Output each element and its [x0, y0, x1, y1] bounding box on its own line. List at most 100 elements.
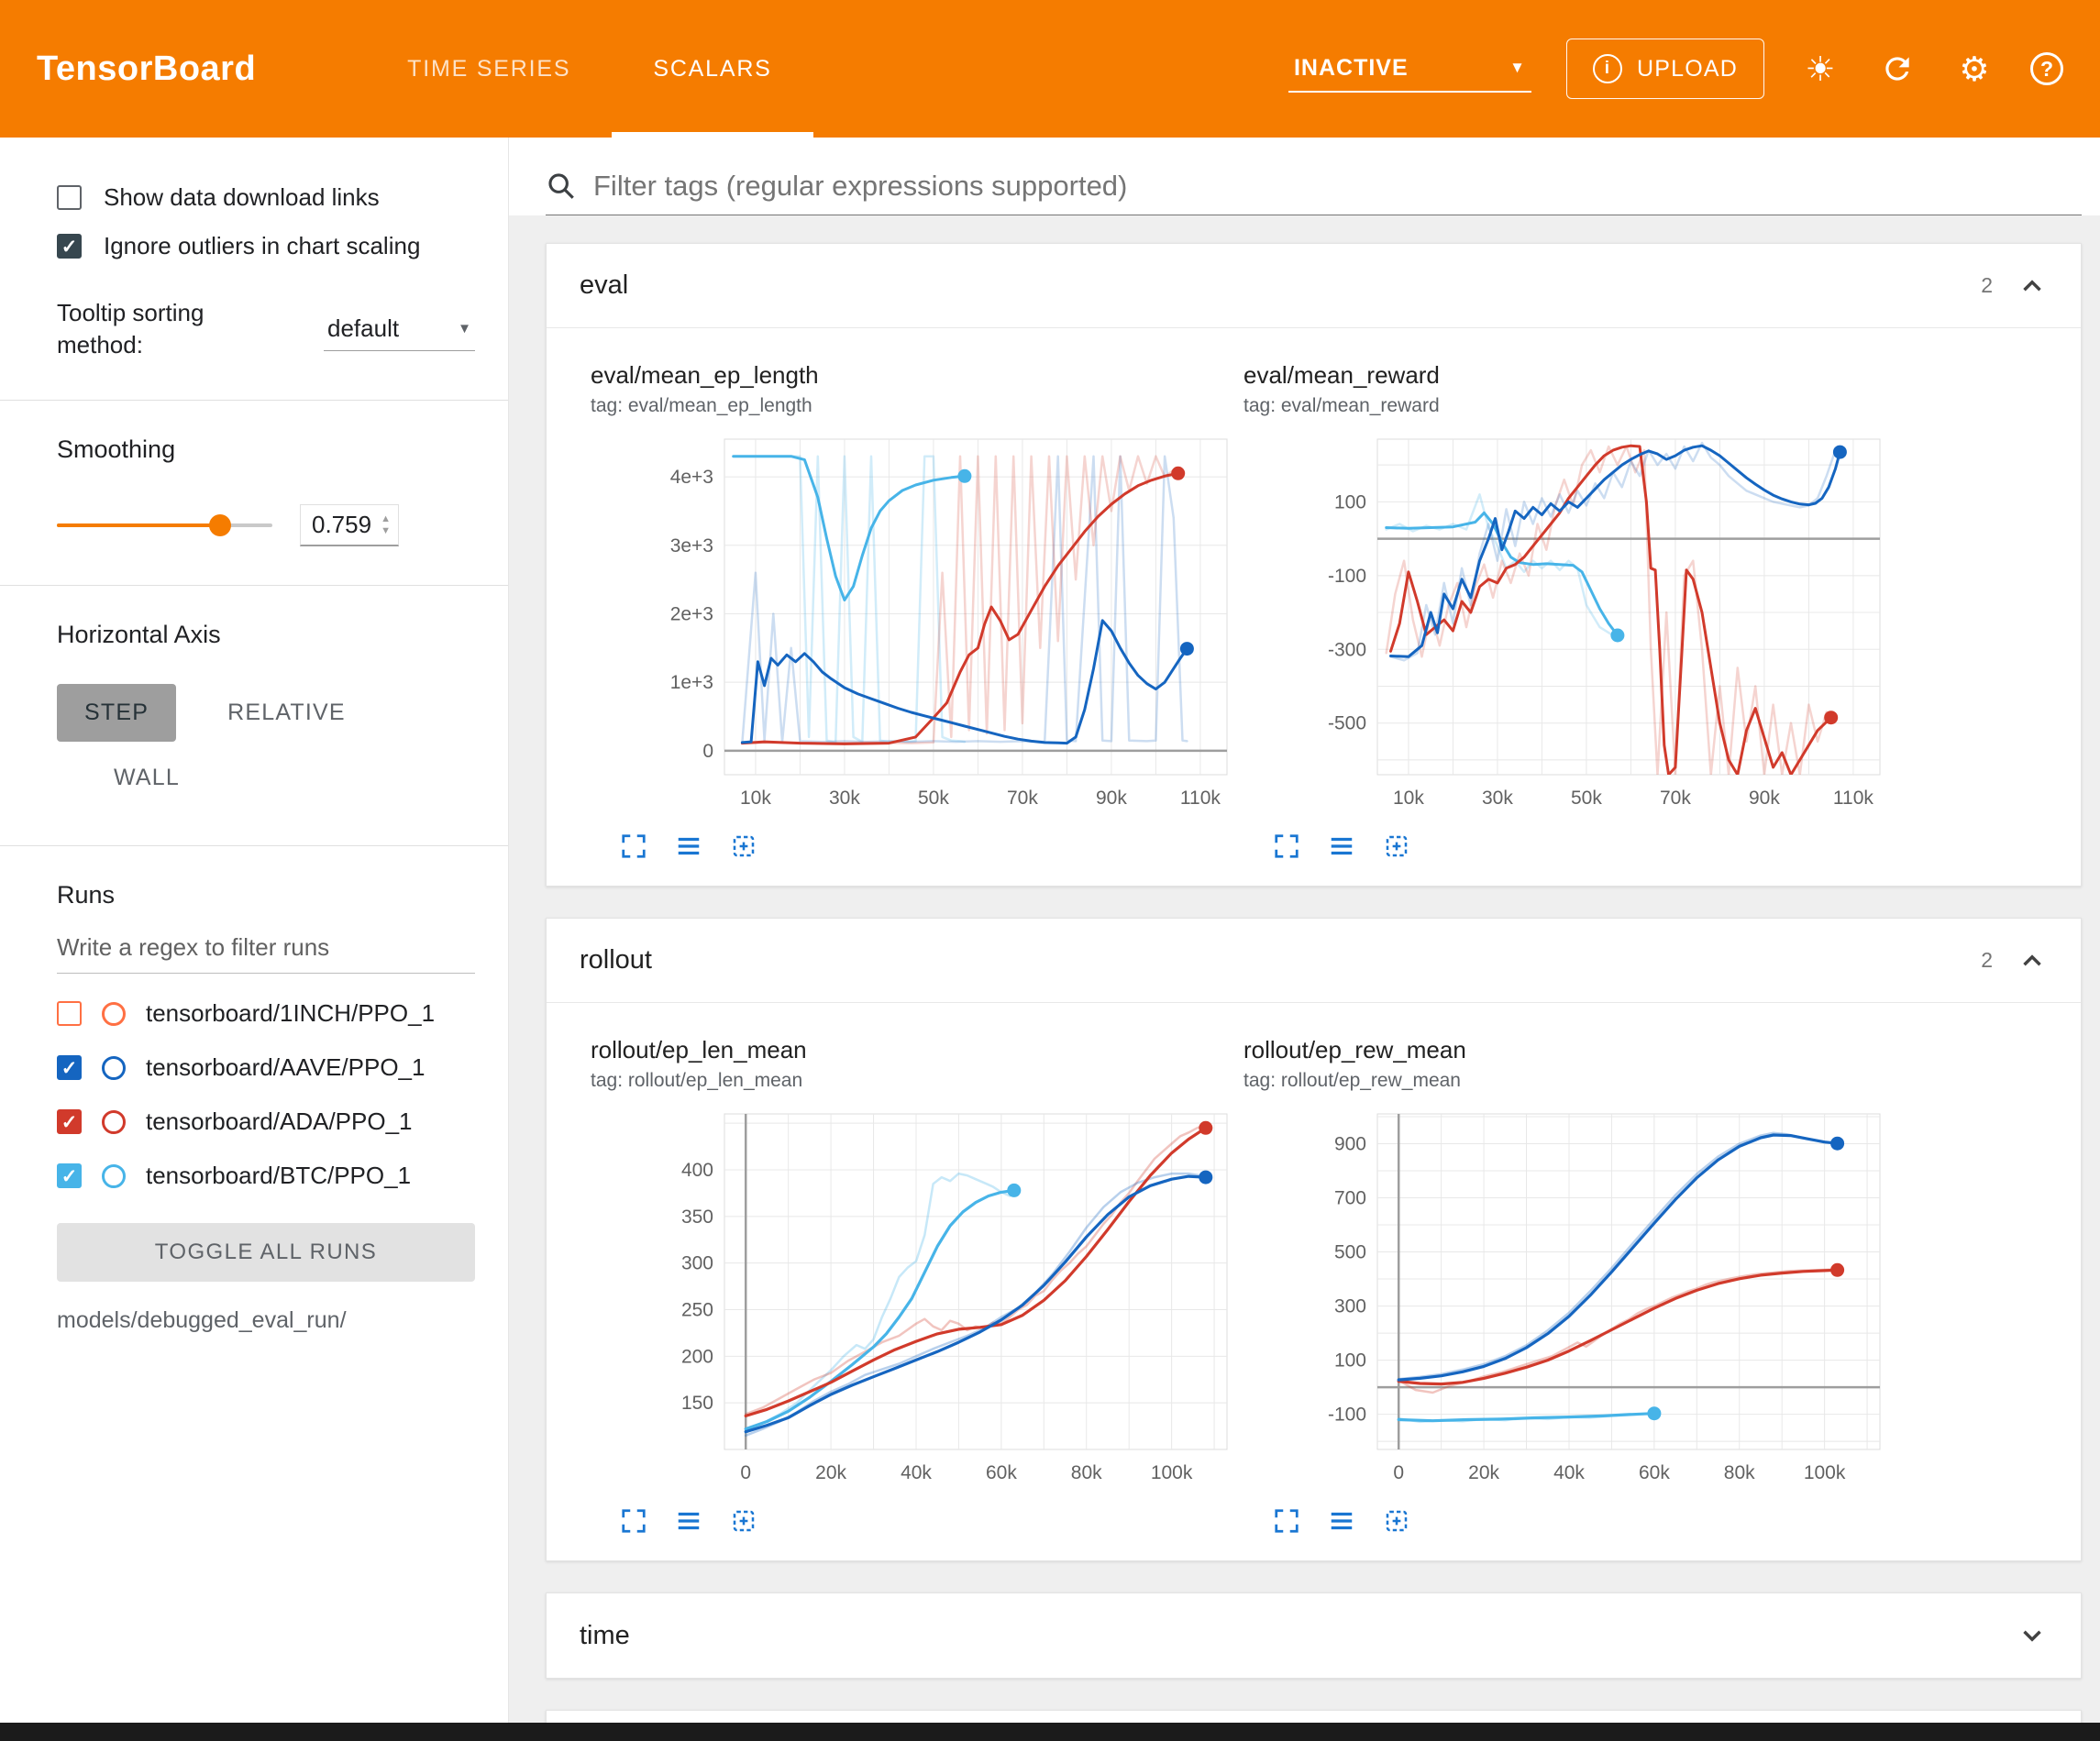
dropdown-arrow-icon: ▼	[1509, 59, 1526, 76]
run-checkbox[interactable]	[57, 1055, 82, 1081]
data-table-icon[interactable]	[675, 832, 702, 860]
svg-text:80k: 80k	[1724, 1462, 1755, 1483]
svg-text:20k: 20k	[815, 1462, 846, 1483]
runs-base-path: models/debugged_eval_run/	[57, 1307, 347, 1334]
expand-chart-icon[interactable]	[620, 832, 647, 860]
runs-list: tensorboard/1INCH/PPO_1 tensorboard/AAVE/…	[57, 999, 475, 1190]
tag-filter-bar	[546, 169, 2082, 215]
time-section: time	[546, 1592, 2082, 1679]
run-label: tensorboard/BTC/PPO_1	[146, 1162, 412, 1190]
dashboard-main: eval 2 eval/mean_ep_length tag: eval/mean…	[509, 138, 2100, 1723]
data-table-icon[interactable]	[675, 1507, 702, 1535]
series-end-marker	[1007, 1183, 1022, 1197]
chevron-up-icon[interactable]	[2017, 270, 2048, 302]
divider	[0, 845, 508, 847]
fit-domain-icon[interactable]	[730, 1507, 757, 1535]
run-checkbox[interactable]	[57, 1001, 82, 1027]
dark-mode-icon[interactable]: ☀	[1805, 50, 1836, 88]
status-dropdown[interactable]: INACTIVE ▼	[1288, 46, 1531, 93]
svg-text:100k: 100k	[1804, 1462, 1846, 1483]
run-row[interactable]: tensorboard/AAVE/PPO_1	[57, 1053, 475, 1082]
svg-text:4e+3: 4e+3	[670, 467, 713, 488]
chart-canvas[interactable]: 0 20k 40k 60k 80k 100k -100 100 300 500 700 900	[1240, 1101, 1891, 1495]
expand-chart-icon[interactable]	[620, 1507, 647, 1535]
svg-text:-100: -100	[1328, 566, 1366, 587]
smoothing-value: 0.759	[312, 511, 372, 539]
svg-text:300: 300	[1334, 1296, 1366, 1317]
fit-domain-icon[interactable]	[730, 832, 757, 860]
show-download-links-checkbox[interactable]	[57, 185, 82, 210]
chart-canvas[interactable]: 0 20k 40k 60k 80k 100k 150 200 250 300 350 400	[587, 1101, 1238, 1495]
main-tabs: TIME SERIES SCALARS	[366, 0, 812, 138]
run-color-circle	[102, 1055, 126, 1080]
svg-text:-300: -300	[1328, 639, 1366, 660]
axis-step-button[interactable]: STEP	[57, 684, 177, 743]
upload-button[interactable]: i UPLOAD	[1565, 39, 1764, 99]
chevron-down-icon[interactable]	[2017, 1620, 2048, 1651]
expand-chart-icon[interactable]	[1273, 832, 1300, 860]
ignore-outliers-checkbox[interactable]	[57, 234, 82, 259]
tag-filter-input[interactable]	[591, 169, 2082, 204]
runs-filter-input[interactable]	[57, 922, 475, 975]
eval-section-header[interactable]: eval 2	[547, 244, 2081, 328]
divider	[0, 585, 508, 587]
ignore-outliers-row[interactable]: Ignore outliers in chart scaling	[57, 232, 475, 260]
axis-wall-button[interactable]: WALL	[86, 749, 207, 807]
svg-text:150: 150	[681, 1393, 713, 1414]
smoothing-row: 0.759 ▲ ▼	[57, 504, 475, 547]
chart-canvas[interactable]: 10k 30k 50k 70k 90k 110k 0 1e+3 2e+3 3e+3 4e+3	[587, 426, 1238, 821]
data-table-icon[interactable]	[1328, 1507, 1355, 1535]
series-end-marker	[1830, 1262, 1845, 1277]
svg-text:100: 100	[1334, 1350, 1366, 1372]
series-end-marker	[1832, 445, 1847, 459]
run-row[interactable]: tensorboard/BTC/PPO_1	[57, 1162, 475, 1190]
fit-domain-icon[interactable]	[1383, 1507, 1410, 1535]
tooltip-sorting-select[interactable]: default ▼	[324, 307, 475, 352]
rollout-section-header[interactable]: rollout 2	[547, 919, 2081, 1003]
help-icon[interactable]: ?	[2030, 52, 2063, 85]
smoothing-input[interactable]: 0.759 ▲ ▼	[300, 504, 399, 547]
expand-chart-icon[interactable]	[1273, 1507, 1300, 1535]
svg-text:40k: 40k	[901, 1462, 932, 1483]
run-checkbox[interactable]	[57, 1109, 82, 1135]
tab-time-series[interactable]: TIME SERIES	[407, 55, 571, 82]
chart-title: eval/mean_reward	[1243, 361, 1440, 389]
chart-canvas[interactable]: 10k 30k 50k 70k 90k 110k 100 -100 -300 -500	[1240, 426, 1891, 821]
run-row[interactable]: tensorboard/ADA/PPO_1	[57, 1107, 475, 1136]
chart-card: eval/mean_reward tag: eval/mean_reward 10k…	[1240, 361, 1893, 860]
chart-toolbar	[1273, 832, 1893, 860]
svg-text:900: 900	[1334, 1134, 1366, 1155]
chart-title: rollout/ep_len_mean	[591, 1036, 807, 1063]
cards-scroll-area[interactable]: eval 2 eval/mean_ep_length tag: eval/mean…	[509, 215, 2100, 1723]
chart-toolbar	[620, 832, 1240, 860]
toggle-all-runs-button[interactable]: TOGGLE ALL RUNS	[57, 1223, 475, 1283]
show-download-links-row[interactable]: Show data download links	[57, 183, 475, 212]
svg-text:70k: 70k	[1660, 788, 1691, 809]
eval-section: eval 2 eval/mean_ep_length tag: eval/mean…	[546, 243, 2082, 887]
smoothing-slider[interactable]	[57, 514, 272, 537]
time-section-header[interactable]: time	[547, 1593, 2081, 1678]
svg-text:30k: 30k	[1482, 788, 1513, 809]
tab-scalars[interactable]: SCALARS	[612, 0, 812, 138]
stepper-arrows-icon[interactable]: ▲ ▼	[381, 512, 391, 536]
chart-toolbar	[620, 1507, 1240, 1535]
runs-label: Runs	[57, 881, 116, 909]
settings-gear-icon[interactable]: ⚙	[1959, 50, 1990, 88]
smoothing-label: Smoothing	[57, 435, 176, 464]
run-checkbox[interactable]	[57, 1163, 82, 1189]
refresh-icon[interactable]	[1876, 51, 1918, 86]
chevron-up-icon[interactable]	[2017, 945, 2048, 976]
axis-relative-button[interactable]: RELATIVE	[200, 684, 373, 742]
divider	[0, 400, 508, 402]
data-table-icon[interactable]	[1328, 832, 1355, 860]
smoothing-slider-thumb[interactable]	[209, 514, 232, 537]
run-row[interactable]: tensorboard/1INCH/PPO_1	[57, 999, 475, 1028]
horizontal-axis-buttons-row2: WALL	[86, 749, 475, 807]
run-color-circle	[102, 1109, 126, 1134]
series-end-marker	[1824, 711, 1839, 725]
svg-text:110k: 110k	[1180, 788, 1221, 809]
series-end-marker	[1830, 1136, 1845, 1151]
search-icon	[548, 173, 574, 199]
fit-domain-icon[interactable]	[1383, 832, 1410, 860]
